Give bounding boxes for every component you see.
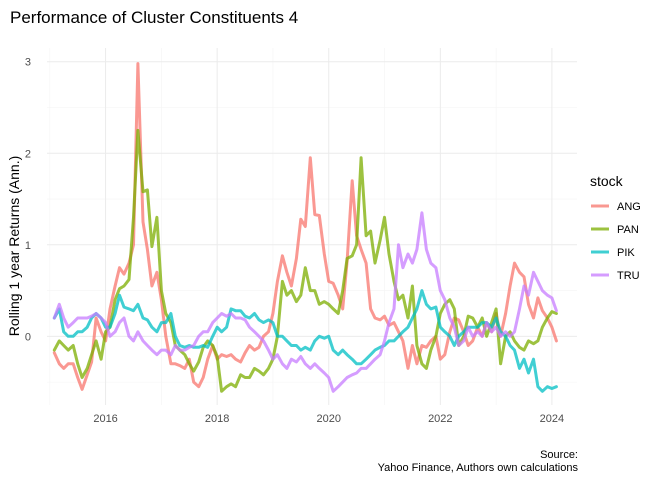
y-tick-label: 0 bbox=[25, 331, 31, 343]
y-tick-label: 3 bbox=[25, 57, 31, 69]
series-line-pik bbox=[52, 289, 558, 393]
x-tick-label: 2024 bbox=[540, 413, 564, 425]
grid bbox=[47, 48, 577, 405]
caption-source: Source: bbox=[540, 449, 578, 461]
x-tick-label: 2018 bbox=[205, 413, 229, 425]
x-tick-labels: 2016 2018 2020 2022 2024 bbox=[93, 413, 564, 425]
y-tick-label: 1 bbox=[25, 240, 31, 252]
x-tick-label: 2022 bbox=[428, 413, 452, 425]
series-line-ang bbox=[52, 62, 558, 391]
series-line-tru bbox=[52, 211, 558, 393]
y-axis-label: Rolling 1 year Returns (Ann.) bbox=[6, 156, 22, 337]
y-tick-label: 2 bbox=[25, 148, 31, 160]
x-tick-label: 2016 bbox=[93, 413, 117, 425]
chart-title: Performance of Cluster Constituents 4 bbox=[10, 8, 298, 27]
legend: stock ANG PAN PIK TRU bbox=[590, 173, 641, 282]
caption-credits: Yahoo Finance, Authors own calculations bbox=[378, 462, 579, 474]
x-tick-label: 2020 bbox=[316, 413, 340, 425]
legend-label-pik: PIK bbox=[617, 247, 635, 259]
legend-label-ang: ANG bbox=[617, 201, 641, 213]
series-line-pan bbox=[52, 128, 558, 393]
legend-label-pan: PAN bbox=[617, 224, 639, 236]
legend-items: ANG PAN PIK TRU bbox=[591, 201, 641, 282]
legend-title: stock bbox=[590, 173, 624, 189]
series-lines bbox=[52, 62, 558, 393]
y-tick-labels: 0 1 2 3 bbox=[25, 57, 31, 344]
legend-label-tru: TRU bbox=[617, 270, 640, 282]
